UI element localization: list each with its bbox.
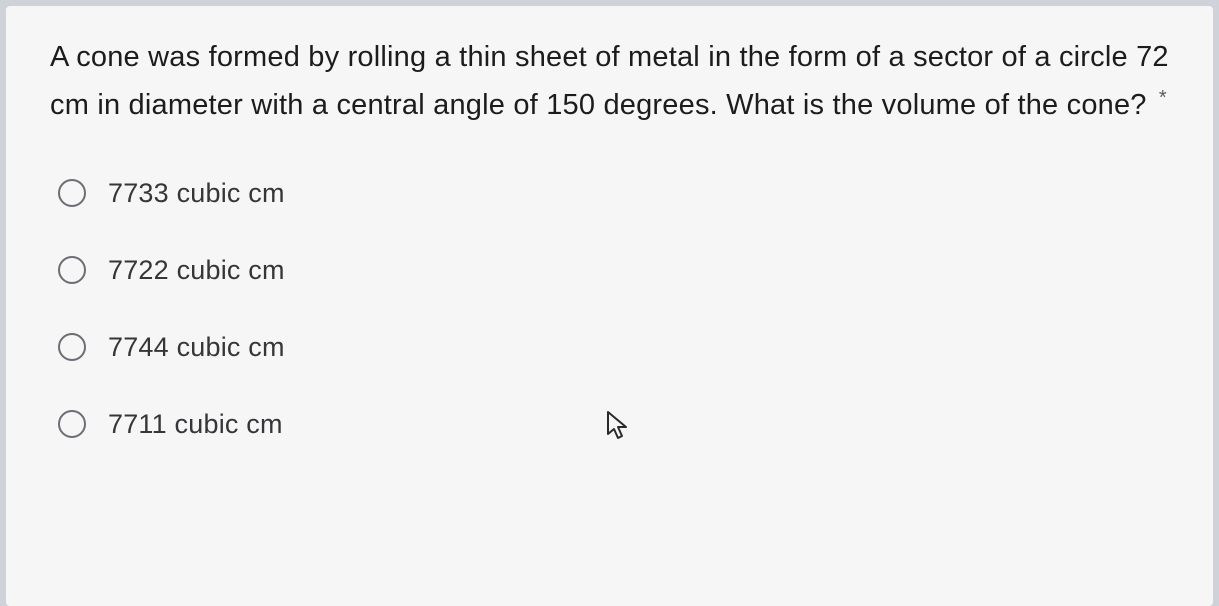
option-row-3[interactable]: 7711 cubic cm bbox=[58, 409, 1177, 440]
option-label: 7722 cubic cm bbox=[108, 255, 285, 286]
option-row-1[interactable]: 7722 cubic cm bbox=[58, 255, 1177, 286]
option-label: 7711 cubic cm bbox=[108, 409, 283, 440]
option-label: 7744 cubic cm bbox=[108, 332, 285, 363]
option-label: 7733 cubic cm bbox=[108, 178, 285, 209]
option-row-0[interactable]: 7733 cubic cm bbox=[58, 178, 1177, 209]
radio-icon[interactable] bbox=[58, 179, 86, 207]
radio-icon[interactable] bbox=[58, 410, 86, 438]
required-asterisk: * bbox=[1159, 87, 1167, 109]
question-card: A cone was formed by rolling a thin shee… bbox=[6, 6, 1213, 606]
question-text: A cone was formed by rolling a thin shee… bbox=[50, 34, 1177, 130]
option-row-2[interactable]: 7744 cubic cm bbox=[58, 332, 1177, 363]
question-body: A cone was formed by rolling a thin shee… bbox=[50, 41, 1169, 121]
radio-icon[interactable] bbox=[58, 333, 86, 361]
radio-icon[interactable] bbox=[58, 256, 86, 284]
options-group: 7733 cubic cm 7722 cubic cm 7744 cubic c… bbox=[50, 178, 1177, 440]
